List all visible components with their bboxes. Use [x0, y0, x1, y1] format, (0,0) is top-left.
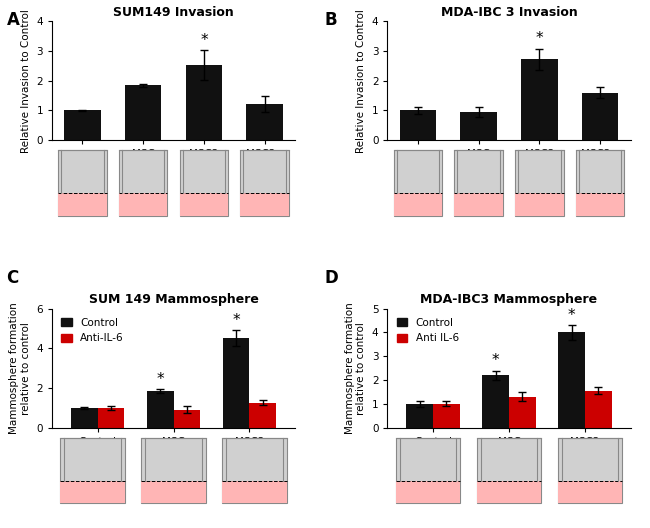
Bar: [147, 391, 174, 428]
Bar: [250, 403, 276, 428]
Bar: [406, 404, 433, 428]
Bar: [240, 193, 289, 215]
Bar: [179, 193, 228, 215]
Bar: [186, 65, 222, 140]
Y-axis label: Mammosphere formation
relative to control: Mammosphere formation relative to contro…: [344, 302, 366, 434]
Bar: [125, 85, 161, 140]
Bar: [240, 150, 289, 215]
Bar: [582, 92, 618, 140]
Y-axis label: Mammosphere formation
relative to control: Mammosphere formation relative to contro…: [9, 302, 31, 434]
Bar: [141, 438, 206, 503]
Title: SUM149 Invasion: SUM149 Invasion: [113, 6, 234, 18]
Bar: [179, 150, 228, 215]
Bar: [400, 110, 436, 140]
Text: A: A: [6, 11, 20, 29]
Bar: [174, 410, 200, 428]
Bar: [521, 59, 558, 140]
Bar: [433, 404, 460, 428]
Text: *: *: [157, 372, 164, 387]
Text: D: D: [325, 269, 339, 287]
Bar: [58, 193, 107, 215]
Bar: [58, 150, 107, 215]
Title: SUM 149 Mammosphere: SUM 149 Mammosphere: [88, 293, 259, 306]
Bar: [509, 397, 536, 428]
Bar: [393, 150, 442, 215]
Bar: [476, 438, 541, 503]
Bar: [515, 193, 564, 215]
Y-axis label: Relative Invasion to Control: Relative Invasion to Control: [356, 8, 366, 153]
Title: MDA-IBC 3 Invasion: MDA-IBC 3 Invasion: [441, 6, 577, 18]
Bar: [393, 193, 442, 215]
Title: MDA-IBC3 Mammosphere: MDA-IBC3 Mammosphere: [421, 293, 597, 306]
Bar: [222, 438, 287, 503]
Bar: [71, 408, 97, 428]
Bar: [64, 110, 101, 140]
Bar: [60, 481, 125, 503]
Bar: [246, 104, 283, 140]
Bar: [585, 391, 612, 428]
Bar: [558, 333, 585, 428]
Text: B: B: [325, 11, 337, 29]
Bar: [454, 150, 503, 215]
Bar: [141, 481, 206, 503]
Bar: [558, 438, 623, 503]
Bar: [223, 338, 250, 428]
Bar: [454, 193, 503, 215]
Text: *: *: [233, 314, 240, 328]
Bar: [98, 408, 124, 428]
Bar: [515, 150, 564, 215]
Legend: Control, Anti-IL-6: Control, Anti-IL-6: [57, 314, 128, 347]
Bar: [119, 193, 168, 215]
Bar: [460, 112, 497, 140]
Bar: [222, 481, 287, 503]
Bar: [396, 481, 460, 503]
Bar: [60, 438, 125, 503]
Text: *: *: [200, 33, 208, 48]
Bar: [476, 481, 541, 503]
Bar: [119, 150, 168, 215]
Text: C: C: [6, 269, 19, 287]
Legend: Control, Anti IL-6: Control, Anti IL-6: [393, 314, 463, 347]
Bar: [558, 481, 623, 503]
Bar: [576, 150, 625, 215]
Text: *: *: [536, 31, 543, 46]
Y-axis label: Relative Invasion to Control: Relative Invasion to Control: [21, 8, 31, 153]
Text: *: *: [568, 308, 575, 323]
Bar: [482, 375, 509, 428]
Bar: [396, 438, 460, 503]
Bar: [576, 193, 625, 215]
Text: *: *: [492, 353, 499, 368]
